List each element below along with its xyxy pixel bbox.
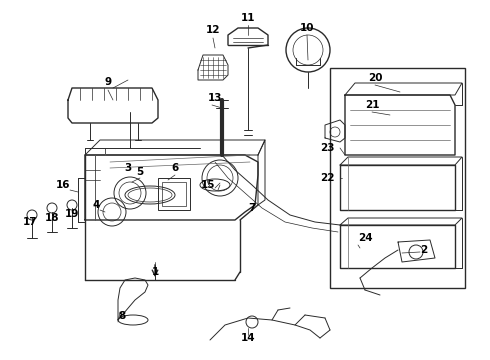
Text: 14: 14 bbox=[241, 333, 255, 343]
Text: 5: 5 bbox=[136, 167, 144, 177]
Text: 3: 3 bbox=[124, 163, 132, 173]
Text: 24: 24 bbox=[358, 233, 372, 243]
Text: 9: 9 bbox=[104, 77, 112, 87]
Text: 19: 19 bbox=[65, 209, 79, 219]
Text: 18: 18 bbox=[45, 213, 59, 223]
Text: 7: 7 bbox=[248, 203, 255, 213]
Text: 2: 2 bbox=[420, 245, 427, 255]
Text: 21: 21 bbox=[365, 100, 379, 110]
Text: 1: 1 bbox=[151, 267, 159, 277]
Bar bbox=[158, 178, 190, 210]
Text: 20: 20 bbox=[368, 73, 382, 83]
Text: 4: 4 bbox=[93, 200, 100, 210]
Bar bbox=[330, 68, 465, 288]
Text: 15: 15 bbox=[200, 180, 215, 190]
Text: 10: 10 bbox=[300, 23, 314, 33]
Text: 23: 23 bbox=[320, 143, 335, 153]
Text: 17: 17 bbox=[23, 217, 37, 227]
Text: 11: 11 bbox=[241, 13, 255, 23]
Text: 16: 16 bbox=[55, 180, 70, 190]
Bar bbox=[162, 182, 186, 206]
Text: 12: 12 bbox=[206, 25, 220, 35]
Text: 8: 8 bbox=[118, 311, 125, 321]
Text: 22: 22 bbox=[320, 173, 335, 183]
Text: 6: 6 bbox=[172, 163, 179, 173]
Text: 13: 13 bbox=[208, 93, 222, 103]
